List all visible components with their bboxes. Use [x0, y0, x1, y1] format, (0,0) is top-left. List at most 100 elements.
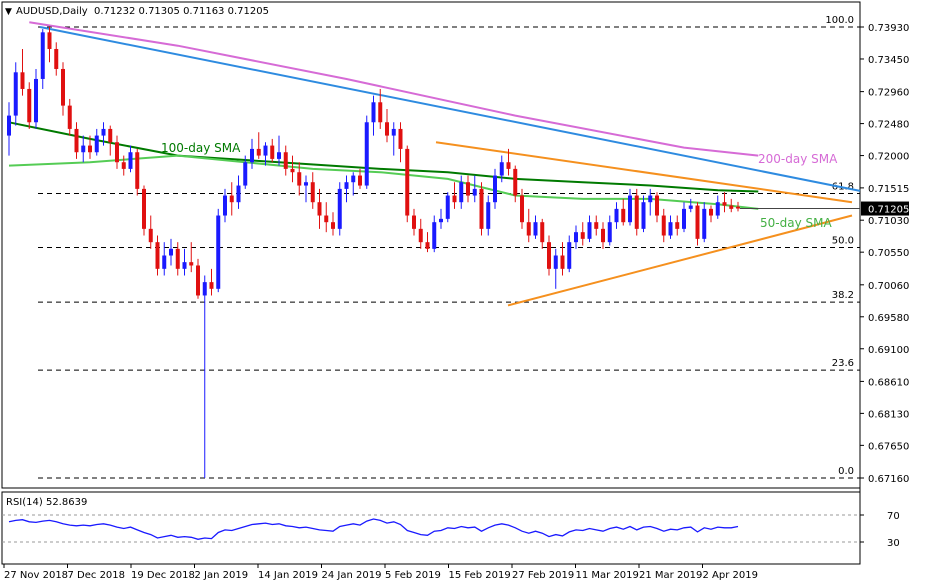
- candle: [425, 232, 430, 253]
- candle: [493, 168, 497, 209]
- candle: [648, 188, 653, 216]
- candle: [607, 215, 612, 246]
- date-tick-label: 5 Feb 2019: [385, 570, 441, 581]
- candle: [20, 48, 25, 96]
- date-tick-label: 2 Apr 2019: [703, 570, 758, 581]
- candle: [283, 145, 288, 176]
- fib-level-label: 100.0: [825, 15, 854, 26]
- price-tick-label: 0.71030: [868, 216, 909, 227]
- candle: [101, 122, 106, 146]
- candle: [445, 192, 450, 223]
- sma200-line: [29, 21, 759, 157]
- candle: [412, 208, 416, 236]
- candle: [202, 275, 207, 478]
- candle: [74, 122, 79, 159]
- price-tick-label: 0.72000: [868, 152, 909, 163]
- candle: [7, 102, 11, 156]
- date-tick-label: 27 Feb 2019: [512, 570, 574, 581]
- candle: [317, 188, 322, 229]
- candle: [641, 195, 646, 233]
- price-tick-label: 0.73930: [868, 23, 909, 34]
- candle: [290, 155, 295, 183]
- date-tick-label: 21 Mar 2019: [639, 570, 702, 581]
- sma50-line: [8, 154, 759, 210]
- rsi-tick-label: 30: [887, 538, 900, 549]
- candle: [236, 175, 241, 209]
- price-tick-label: 0.72960: [868, 88, 909, 99]
- trendline-blue: [39, 26, 861, 192]
- candle: [675, 215, 680, 236]
- candle: [587, 215, 592, 243]
- candle: [472, 175, 477, 203]
- price-tick-label: 0.71515: [868, 184, 909, 195]
- candle: [47, 27, 52, 63]
- candle: [108, 125, 113, 156]
- date-tick-label: 11 Mar 2019: [576, 570, 639, 581]
- candle: [418, 218, 423, 249]
- candle: [452, 182, 457, 209]
- candle: [364, 115, 369, 189]
- candle: [216, 208, 221, 293]
- candle: [722, 192, 727, 213]
- candle: [324, 202, 329, 233]
- candle: [182, 248, 187, 276]
- candle: [634, 188, 639, 236]
- price-tick-label: 0.70550: [868, 248, 909, 259]
- price-tick-label: 0.68610: [868, 377, 909, 388]
- candle: [337, 182, 342, 236]
- current-price-box: [861, 201, 909, 216]
- candle: [479, 182, 484, 236]
- candle: [229, 182, 234, 216]
- fib-level-label: 23.6: [832, 358, 854, 369]
- candle: [61, 62, 65, 116]
- price-tick-label: 0.69580: [868, 313, 909, 324]
- header-arrow-icon[interactable]: ▼: [5, 7, 12, 17]
- candle: [601, 222, 605, 249]
- candle: [34, 68, 38, 129]
- candle: [540, 218, 545, 249]
- candle: [148, 215, 153, 249]
- rsi-line: [8, 518, 739, 540]
- fib-level-label: 0.0: [838, 466, 854, 477]
- candle: [175, 242, 180, 276]
- candle: [40, 28, 45, 89]
- candle: [270, 138, 275, 163]
- candle: [499, 155, 504, 183]
- current-price-label: 0.71205: [868, 205, 909, 216]
- price-tick-label: 0.72480: [868, 120, 909, 131]
- sma100-line: [8, 121, 759, 193]
- price-tick-label: 0.67650: [868, 441, 909, 452]
- candle: [702, 202, 707, 243]
- date-tick-label: 15 Feb 2019: [449, 570, 511, 581]
- main-panel-frame: [1, 1, 861, 489]
- candle: [351, 172, 356, 196]
- candle: [432, 215, 437, 253]
- candle: [391, 122, 396, 156]
- candle: [486, 195, 491, 236]
- candle: [81, 135, 86, 163]
- candle: [736, 201, 740, 212]
- date-tick-label: 14 Jan 2019: [258, 570, 318, 581]
- candle: [344, 175, 349, 203]
- candle: [297, 162, 302, 196]
- candle: [466, 175, 470, 203]
- date-tick-label: 27 Nov 2018: [4, 570, 68, 581]
- candle: [385, 108, 389, 143]
- trendline-orange-upper: [435, 141, 853, 204]
- candle: [567, 235, 572, 273]
- candle: [439, 208, 443, 229]
- candle: [250, 138, 254, 169]
- candle: [729, 198, 734, 213]
- fib-level-label: 38.2: [832, 290, 854, 301]
- candle: [13, 62, 18, 126]
- candle: [378, 88, 383, 129]
- sma50-label: 50-day SMA: [760, 216, 832, 230]
- sma100-label: 100-day SMA: [161, 141, 241, 155]
- candle: [209, 268, 214, 296]
- candle: [682, 202, 686, 233]
- candle: [560, 242, 565, 276]
- price-tick-label: 0.70060: [868, 281, 909, 292]
- candle: [358, 168, 362, 189]
- date-tick-label: 2 Jan 2019: [195, 570, 249, 581]
